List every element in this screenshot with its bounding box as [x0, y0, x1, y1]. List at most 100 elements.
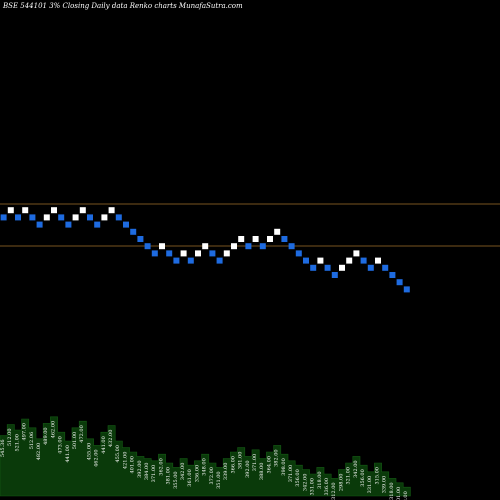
- renko-brick-up: [180, 250, 187, 257]
- volume-label: 371.00: [252, 454, 258, 472]
- volume-label: 441.00: [65, 445, 71, 463]
- volume-label: 364.00: [266, 456, 272, 474]
- renko-brick-down: [65, 221, 72, 228]
- volume-label: 362.00: [158, 458, 164, 476]
- volume-label: 455.00: [86, 443, 92, 461]
- renko-brick-down: [216, 257, 223, 264]
- renko-brick-down: [123, 221, 129, 228]
- volume-label: 331.00: [367, 476, 373, 494]
- volume-label: 356.00: [295, 469, 301, 487]
- renko-brick-down: [187, 257, 194, 264]
- volume-label: 388.00: [259, 463, 265, 481]
- renko-brick-up: [79, 207, 86, 214]
- renko-brick-down: [166, 250, 173, 257]
- volume-label: 321.00: [346, 467, 352, 485]
- renko-brick-up: [72, 214, 79, 221]
- renko-brick-down: [151, 250, 158, 257]
- volume-label: 462.00: [94, 449, 100, 467]
- volume-label: 366.00: [230, 456, 236, 474]
- renko-brick-down: [360, 257, 367, 264]
- volume-label: 381.00: [166, 467, 172, 485]
- renko-brick-up: [317, 257, 324, 264]
- volume-label: 318.00: [389, 482, 395, 500]
- volume-label: 342.00: [302, 474, 308, 492]
- volume-label: 361.00: [187, 469, 193, 487]
- renko-brick-down: [94, 221, 101, 228]
- volume-label: 421.00: [122, 452, 128, 470]
- volume-label: 432.00: [108, 430, 114, 448]
- renko-brick-down: [367, 264, 374, 271]
- renko-brick-up: [43, 214, 50, 221]
- renko-brick-up: [231, 243, 237, 250]
- volume-label: 462.00: [50, 421, 56, 439]
- renko-brick-up: [202, 243, 209, 250]
- volume-label: 298.00: [338, 474, 344, 492]
- volume-label: 336.00: [324, 478, 330, 496]
- volume-label: 371.00: [151, 465, 157, 483]
- renko-brick-up: [375, 257, 381, 264]
- volume-label: 382.00: [274, 449, 280, 467]
- renko-brick-down: [87, 214, 93, 221]
- renko-brick-down: [130, 228, 137, 235]
- volume-label: 521.00: [14, 434, 20, 452]
- volume-label: 392.00: [245, 460, 251, 478]
- renko-brick-down: [245, 243, 252, 250]
- renko-brick-down: [403, 286, 410, 293]
- volume-label: 455.00: [115, 445, 121, 463]
- volume-label: 351.00: [216, 471, 222, 489]
- volume-label: 441.00: [101, 436, 107, 454]
- volume-label: 355.00: [173, 471, 179, 489]
- brick-series: [0, 207, 410, 293]
- renko-brick-up: [339, 264, 345, 271]
- renko-brick-down: [331, 272, 338, 278]
- renko-brick-down: [396, 279, 403, 286]
- renko-brick-down: [310, 264, 317, 271]
- renko-brick-up: [101, 214, 108, 221]
- renko-brick-up: [346, 257, 353, 264]
- volume-label: 472.00: [79, 425, 85, 443]
- volume-label: 473.00: [58, 436, 64, 454]
- volume-label: 283.00: [403, 491, 409, 500]
- volume-label: 331.00: [310, 478, 316, 496]
- renko-brick-down: [303, 257, 309, 264]
- volume-label: 384.00: [144, 463, 150, 481]
- renko-brick-down: [288, 243, 295, 250]
- renko-brick-down: [209, 250, 216, 257]
- renko-brick-up: [223, 250, 230, 257]
- renko-brick-up: [353, 250, 360, 257]
- volume-label: 512.00: [7, 429, 13, 447]
- renko-brick-down: [389, 272, 396, 278]
- renko-brick-down: [382, 264, 389, 271]
- renko-brick-down: [58, 214, 65, 221]
- renko-brick-down: [29, 214, 36, 221]
- volume-label: 401.00: [130, 456, 136, 474]
- volume-area: [0, 416, 411, 497]
- volume-label: 356.00: [360, 469, 366, 487]
- renko-brick-down: [0, 214, 7, 221]
- volume-label: 342.00: [180, 463, 186, 481]
- volume-label: 301.00: [396, 487, 402, 500]
- renko-brick-up: [159, 243, 165, 250]
- volume-label: 482.00: [36, 443, 42, 461]
- renko-brick-down: [144, 243, 151, 250]
- volume-label: 392.00: [137, 460, 143, 478]
- volume-label: 497.00: [22, 423, 28, 441]
- renko-brick-up: [252, 236, 259, 242]
- renko-brick-down: [259, 243, 266, 250]
- renko-brick-down: [15, 214, 21, 221]
- volume-label: 318.00: [317, 471, 323, 489]
- volume-label: 371.00: [288, 465, 294, 483]
- renko-brick-up: [22, 207, 29, 214]
- renko-brick-up: [7, 207, 14, 214]
- volume-label: 315.00: [374, 467, 380, 485]
- renko-brick-up: [267, 236, 273, 242]
- volume-label: 545.36: [0, 440, 6, 458]
- volume-label: 489.00: [43, 427, 49, 445]
- renko-brick-down: [295, 250, 302, 257]
- volume-label: 512.06: [29, 432, 35, 450]
- volume-label: 372.00: [209, 467, 215, 485]
- renko-brick-down: [281, 236, 288, 242]
- renko-brick-up: [51, 207, 57, 214]
- volume-label: 336.00: [194, 465, 200, 483]
